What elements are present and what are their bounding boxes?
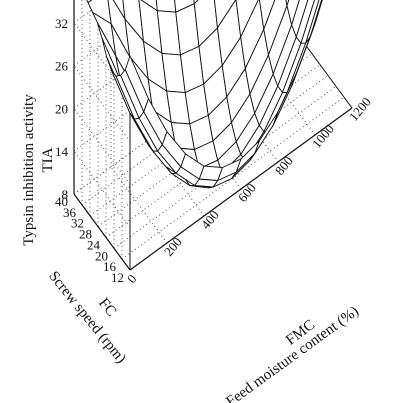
y-tick-label: 16 [103, 259, 117, 274]
z-tick-label: 32 [55, 16, 68, 31]
y-axis-variable: FC [95, 295, 119, 319]
x-tick-label: 0 [124, 271, 140, 286]
x-tick-label: 1200 [346, 94, 374, 124]
surface-cell [305, 0, 323, 44]
surface-cell [286, 0, 300, 26]
y-tick-label: 12 [111, 270, 124, 285]
y-tick-label: 32 [71, 216, 84, 231]
x-axis-title: Feed moisture content (%) [223, 303, 361, 403]
z-axis-title: Typsin inhibition activity [21, 94, 37, 246]
surface-cell [309, 0, 323, 38]
y-tick-label: 40 [55, 194, 68, 209]
y-tick-label: 24 [87, 237, 101, 252]
surface-cell [291, 0, 309, 38]
z-tick-label: 14 [55, 144, 69, 159]
z-tick-label: 20 [55, 101, 68, 116]
response-surface [86, 0, 323, 189]
y-tick-label: 20 [95, 248, 108, 263]
z-tick-label: 26 [55, 59, 69, 74]
z-tick-label: 8 [62, 187, 69, 202]
x-tick-label: 1000 [309, 121, 337, 151]
x-tick-label: 600 [235, 180, 259, 205]
x-axis-line [129, 107, 353, 271]
y-axis-line [73, 193, 131, 271]
x-tick-label: 800 [272, 153, 296, 178]
surface-cell [259, 0, 276, 30]
y-tick-label: 36 [63, 205, 77, 220]
x-tick-label: 400 [198, 207, 222, 232]
grid-line [110, 166, 168, 244]
y-tick-label: 28 [79, 227, 92, 242]
x-tick-label: 200 [161, 234, 185, 259]
z-axis-variable: TIA [40, 147, 56, 172]
